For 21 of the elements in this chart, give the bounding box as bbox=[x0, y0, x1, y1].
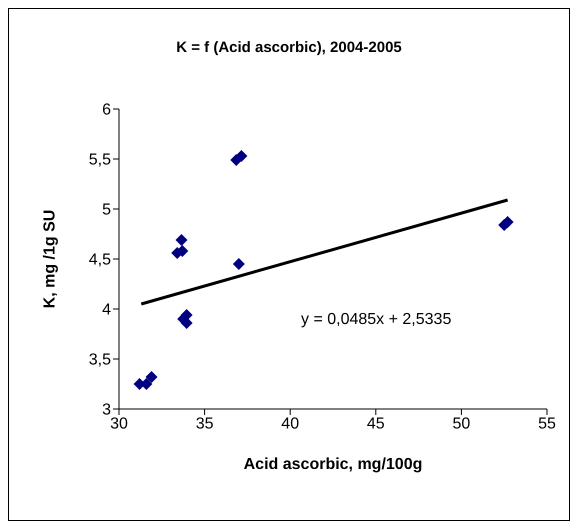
point bbox=[235, 150, 248, 162]
y-tick-label: 3,5 bbox=[88, 352, 112, 369]
x-axis-title: Acid ascorbic, mg/100g bbox=[244, 456, 422, 473]
y-tick-label: 4,5 bbox=[88, 252, 112, 269]
y-tick-label: 5,5 bbox=[88, 152, 112, 169]
chart-title: K = f (Acid ascorbic), 2004-2005 bbox=[175, 39, 403, 56]
point bbox=[146, 371, 158, 383]
x-tick-label: 55 bbox=[538, 415, 556, 432]
y-tick-label: 6 bbox=[102, 102, 112, 119]
x-tick-label: 45 bbox=[366, 415, 385, 432]
x-tick-label: 35 bbox=[196, 415, 214, 432]
y-tick-label: 5 bbox=[102, 202, 112, 219]
y-tick-label: 3 bbox=[102, 402, 112, 419]
y-tick-label: 4 bbox=[102, 302, 112, 319]
x-tick-label: 30 bbox=[110, 415, 128, 432]
x-tick-label: 40 bbox=[281, 415, 300, 432]
point bbox=[175, 234, 188, 246]
annotation: y = 0,0485x + 2,5335 bbox=[301, 311, 452, 329]
y-axis-title: K, mg /1g SU bbox=[42, 210, 59, 308]
point bbox=[232, 258, 245, 270]
x-tick-label: 50 bbox=[452, 415, 470, 432]
